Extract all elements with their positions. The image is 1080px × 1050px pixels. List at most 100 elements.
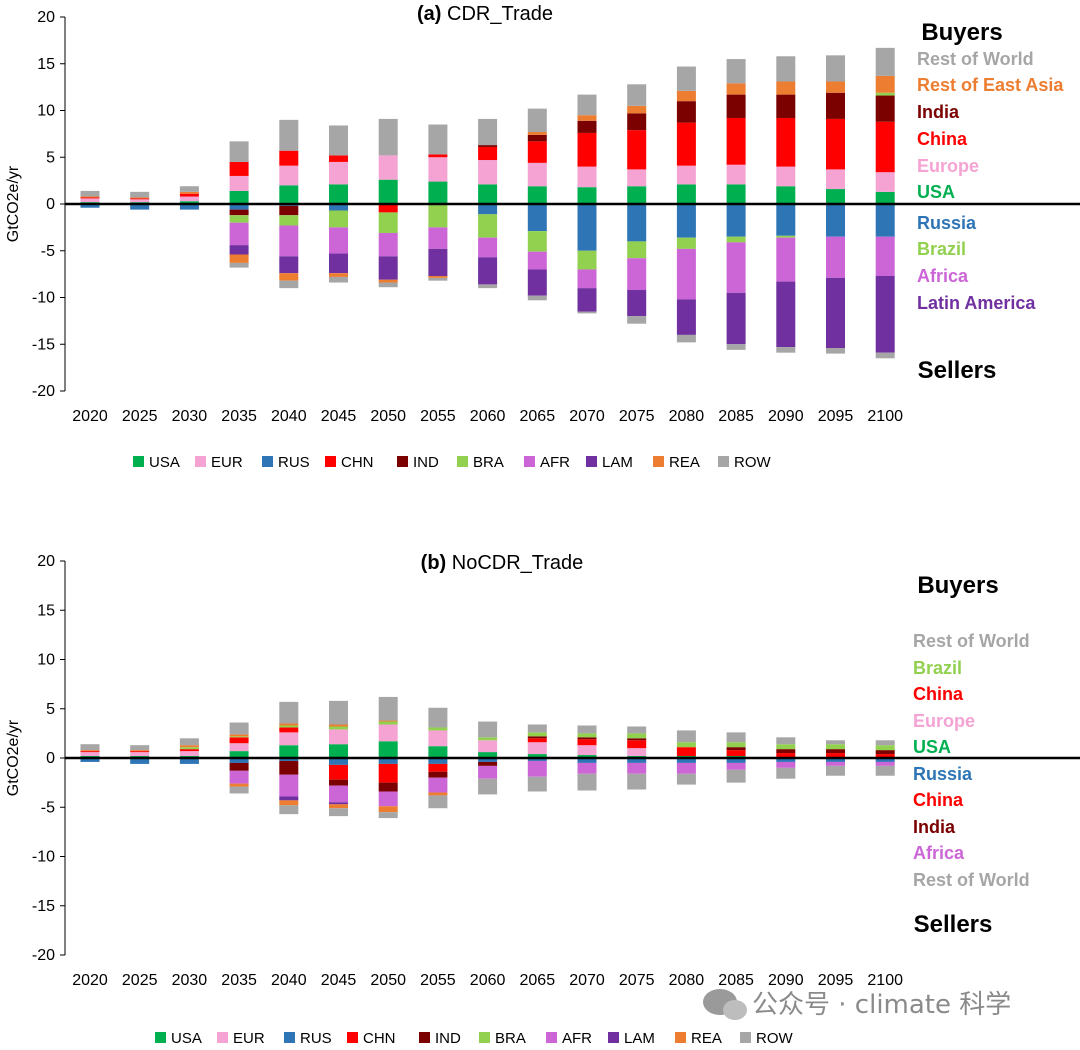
bar-ROW-2085	[726, 732, 746, 743]
bar-REA-2090	[776, 81, 796, 95]
y-tick-label: -10	[32, 849, 55, 866]
bar-REA-2035	[229, 734, 249, 737]
chart-panel-b: 20 15 10 5 0 -5 -10 -15 -20 GtCO2e/yr (b) NoCDR_Tr…	[5, 552, 1080, 1047]
bar-EUR-2045	[329, 729, 348, 745]
bar-BRA-2070	[577, 733, 597, 738]
bar-EUR-2100	[875, 172, 895, 192]
bar-ROW-2025	[130, 191, 150, 198]
bar-BRA-2040	[279, 725, 299, 728]
bar-BRA-2060	[478, 737, 498, 741]
bar-AFR-2080	[676, 762, 696, 774]
y-tick-label: 10	[37, 103, 55, 120]
bar-RUS-2060	[478, 758, 498, 762]
y-tick-label: 5	[46, 149, 55, 166]
bar-ROW-2040	[279, 119, 299, 151]
bar-EUR-2075	[627, 169, 647, 187]
x-tick-label: 2055	[420, 972, 456, 989]
legend-swatch-rus	[284, 1032, 295, 1043]
bar-EUR-2025	[130, 199, 150, 203]
bar-ROW-2035	[229, 786, 249, 794]
x-tick-label: 2075	[619, 408, 655, 425]
bar-ROW-2050	[378, 282, 398, 288]
bar-BRA-2070	[577, 250, 597, 270]
bar-BRA-2065	[527, 231, 547, 252]
bar-RUS-2060	[478, 204, 498, 215]
legend-label-eur: EUR	[233, 1030, 265, 1047]
side-label-ind: India	[913, 817, 956, 837]
bar-ROW-2050	[378, 812, 398, 819]
legend-label-afr: AFR	[562, 1030, 592, 1047]
bar-AFR-2070	[577, 762, 597, 774]
bar-AFR-2045	[329, 785, 348, 803]
bar-IND-2065	[527, 134, 547, 142]
bar-IND-2075	[627, 113, 647, 131]
x-tick-label: 2080	[669, 972, 705, 989]
bar-REA-2070	[577, 115, 597, 121]
bar-REA-2050	[378, 720, 398, 722]
bar-IND-2060	[478, 761, 498, 766]
bar-USA-2030	[179, 201, 199, 204]
bar-ROW-2095	[826, 347, 845, 354]
bar-ROW-2075	[627, 316, 647, 324]
bar-USA-2070	[577, 755, 597, 758]
bar-REA-2025	[130, 197, 150, 199]
legend-swatch-lam	[586, 456, 597, 467]
bar-CHN-2065	[527, 141, 547, 163]
bar-AFR-2090	[776, 761, 796, 768]
bar-ROW-2090	[776, 767, 796, 779]
side-label-row: Rest of World	[913, 631, 1030, 651]
legend-label-row: ROW	[734, 454, 772, 471]
bar-BRA-2045	[329, 210, 348, 228]
bar-AFR-2100	[875, 236, 895, 276]
bar-ROW-2075	[627, 726, 647, 734]
bar-CHN-2075	[627, 740, 647, 749]
bar-CHN-2065	[527, 738, 547, 743]
bar-ROW-2025	[130, 745, 150, 751]
legend-label-chn: CHN	[363, 1030, 396, 1047]
bar-RUS-2075	[627, 204, 647, 242]
bar-BRA-2035	[229, 736, 249, 738]
bar-CHN-2030	[179, 749, 199, 752]
y-tick-label: 10	[37, 652, 55, 669]
bar-ROW-2045	[329, 125, 348, 156]
bar-ROW-2045	[329, 700, 348, 725]
bar-AFR-2040	[279, 225, 299, 257]
bar-RUS-2065	[527, 758, 547, 761]
chart-title: (a) CDR_Trade	[417, 3, 553, 25]
legend-label-ind: IND	[435, 1030, 461, 1047]
bar-AFR-2085	[726, 762, 746, 770]
legend-swatch-rea	[653, 456, 664, 467]
bar-AFR-2055	[428, 777, 448, 793]
bar-USA-2045	[329, 184, 348, 204]
bar-USA-2060	[478, 752, 498, 758]
bar-BRA-2090	[776, 235, 796, 238]
y-tick-label: -15	[32, 336, 55, 353]
bar-RUS-2025	[130, 204, 150, 210]
bar-CHN-2045	[329, 764, 348, 780]
side-label-afr: Africa	[917, 266, 969, 286]
x-tick-label: 2040	[271, 408, 307, 425]
y-axis-label: GtCO2e/yr	[5, 719, 22, 796]
x-tick-label: 2030	[172, 408, 208, 425]
bar-RUS-2085	[726, 758, 746, 763]
y-tick-label: 0	[46, 750, 55, 767]
bar-RUS-2025	[130, 758, 150, 764]
bar-LAM-2035	[229, 245, 249, 255]
legend-label-rus: RUS	[278, 454, 310, 471]
bar-BRA-2075	[627, 733, 647, 739]
side-label-bra: Brazil	[917, 239, 966, 259]
x-tick-label: 2095	[818, 972, 854, 989]
bar-BRA-2080	[676, 237, 696, 249]
side-label-usa: USA	[917, 182, 955, 202]
bar-EUR-2060	[478, 740, 498, 753]
side-label-chn: China	[913, 790, 964, 810]
bar-RUS-2065	[527, 204, 547, 232]
x-tick-label: 2090	[768, 408, 804, 425]
bar-EUR-2055	[428, 730, 448, 747]
bar-ROW-2055	[428, 277, 448, 281]
x-tick-label: 2035	[221, 408, 257, 425]
legend-label-usa: USA	[171, 1030, 202, 1047]
side-label-row: Rest of World	[917, 49, 1034, 69]
bar-IND-2080	[676, 101, 696, 123]
